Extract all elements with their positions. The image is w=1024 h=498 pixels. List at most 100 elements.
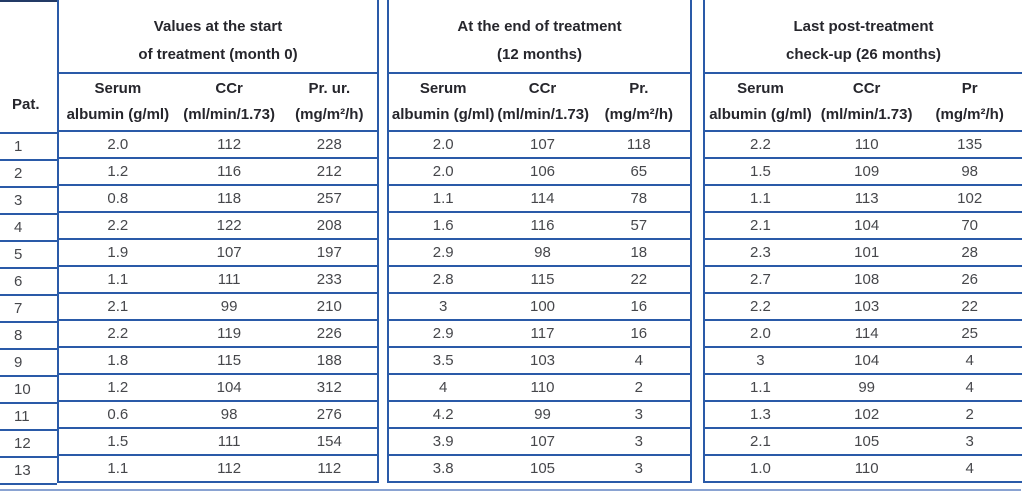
- section-title-line2: (12 months): [496, 46, 582, 63]
- section-rows: 2.2 110 135 1.5 109 98 1.1 113 102 2.1 104 70 2.3 101…: [705, 132, 1022, 483]
- table-row: 2.0 112 228: [59, 132, 377, 159]
- table-cell: 4: [965, 460, 974, 477]
- table-row: 2.7 108 26: [705, 267, 1022, 294]
- table-cell: 1.8: [107, 352, 129, 369]
- table-cell: 1.2: [107, 163, 129, 180]
- table-row: 4 110 2: [389, 375, 690, 402]
- table-cell: 104: [854, 352, 880, 369]
- table-cell: 233: [316, 271, 342, 288]
- column-header-ccr: CCr (ml/min/1.73): [820, 80, 913, 123]
- table-cell: 105: [529, 460, 556, 477]
- table-row: 1.1 99 4: [705, 375, 1022, 402]
- table-cell: 98: [220, 406, 238, 423]
- table-cell: 107: [529, 136, 556, 153]
- table-row: 1.9 107 197: [59, 240, 377, 267]
- table-cell: 111: [217, 271, 241, 288]
- table-cell: 212: [316, 163, 342, 180]
- table-row: 2.2 110 135: [705, 132, 1022, 159]
- table-cell: 119: [217, 325, 242, 342]
- table-cell: 98: [961, 163, 979, 180]
- table-row: 1.1 113 102: [705, 186, 1022, 213]
- table-cell: 22: [630, 271, 648, 288]
- table-bottom-rule: [0, 489, 1021, 491]
- section-title: At the end of treatment (12 months): [389, 0, 690, 74]
- table-cell: 3: [634, 433, 643, 450]
- patient-column: Pat. 1 2 3 4 5 6 7 8 9 10 11 12 13: [0, 0, 57, 485]
- table-cell: 18: [630, 244, 648, 261]
- section-title-line1: At the end of treatment: [457, 18, 622, 35]
- table-row: 8: [0, 323, 57, 350]
- table-cell: 2.9: [432, 325, 454, 342]
- table-row: 2.8 115 22: [389, 267, 690, 294]
- table-row: 6: [0, 269, 57, 296]
- table-cell: 114: [530, 190, 555, 207]
- table-row: 1.6 116 57: [389, 213, 690, 240]
- table-row: 1: [0, 134, 57, 161]
- section-rows: 2.0 107 118 2.0 106 65 1.1 114 78 1.6 116 57 2.9 98 18…: [389, 132, 690, 483]
- table-row: 2.9 117 16: [389, 321, 690, 348]
- table-cell: 1.1: [750, 379, 771, 396]
- table-cell: 154: [316, 433, 342, 450]
- patient-id-cell: 4: [14, 219, 23, 236]
- section-title: Last post-treatment check-up (26 months): [705, 0, 1022, 74]
- table-row: 1.5 111 154: [59, 429, 377, 456]
- table-row: 5: [0, 242, 57, 269]
- patient-id-cell: 10: [14, 381, 31, 398]
- table-row: 1.2 104 312: [59, 375, 377, 402]
- table-row: 3 100 16: [389, 294, 690, 321]
- table-cell: 1.1: [432, 190, 454, 207]
- table-cell: 4: [965, 379, 974, 396]
- table-cell: 226: [316, 325, 342, 342]
- table-row: 2.3 101 28: [705, 240, 1022, 267]
- table-cell: 112: [217, 136, 242, 153]
- table-cell: 210: [316, 298, 342, 315]
- table-cell: 107: [529, 433, 556, 450]
- table-cell: 103: [854, 298, 880, 315]
- table-cell: 2.1: [750, 433, 771, 450]
- column-header-proteinuria: Pr. (mg/m²/h): [604, 80, 673, 123]
- table-cell: 2.8: [432, 271, 454, 288]
- table-cell: 2.0: [432, 136, 454, 153]
- table-cell: 16: [630, 325, 648, 342]
- table-cell: 4.2: [432, 406, 454, 423]
- table-row: 0.6 98 276: [59, 402, 377, 429]
- patient-id-cell: 2: [14, 165, 23, 182]
- table-cell: 70: [961, 217, 979, 234]
- table-cell: 3.9: [432, 433, 454, 450]
- table-row: 12: [0, 431, 57, 458]
- table-row: 1.5 109 98: [705, 159, 1022, 186]
- column-header-ccr: CCr (ml/min/1.73): [183, 80, 275, 123]
- table-cell: 0.8: [107, 190, 129, 207]
- table-cell: 135: [957, 136, 983, 153]
- table-row: 2.1 104 70: [705, 213, 1022, 240]
- table-cell: 2.0: [107, 136, 129, 153]
- table-row: 3.9 107 3: [389, 429, 690, 456]
- patient-id-cell: 1: [14, 138, 23, 155]
- table-cell: 3: [439, 298, 448, 315]
- column-header-serum-albumin: Serum albumin (g/ml): [66, 80, 170, 123]
- table-row: 13: [0, 458, 57, 485]
- table-cell: 4: [439, 379, 448, 396]
- table-row: 3.5 103 4: [389, 348, 690, 375]
- table-cell: 116: [530, 217, 555, 234]
- table-row: 4: [0, 215, 57, 242]
- table-cell: 65: [630, 163, 648, 180]
- table-row: 11: [0, 404, 57, 431]
- section-title-line2: check-up (26 months): [785, 46, 942, 63]
- table-cell: 110: [854, 136, 879, 153]
- table-cell: 1.6: [432, 217, 454, 234]
- table-cell: 114: [854, 325, 879, 342]
- table-row: 1.1 112 112: [59, 456, 377, 483]
- table-cell: 105: [854, 433, 880, 450]
- table-cell: 99: [858, 379, 875, 396]
- table-cell: 99: [534, 406, 551, 423]
- table-cell: 2.0: [432, 163, 454, 180]
- table-cell: 2.2: [107, 325, 129, 342]
- patient-id-cell: 7: [14, 300, 23, 317]
- table-row: 9: [0, 350, 57, 377]
- table-row: 2.0 107 118: [389, 132, 690, 159]
- section-title-line1: Values at the start: [153, 18, 283, 35]
- column-header-serum-albumin: Serum albumin (g/ml): [391, 80, 495, 123]
- section-rows: 2.0 112 228 1.2 116 212 0.8 118 257 2.2 122 208 1.9 1…: [59, 132, 377, 483]
